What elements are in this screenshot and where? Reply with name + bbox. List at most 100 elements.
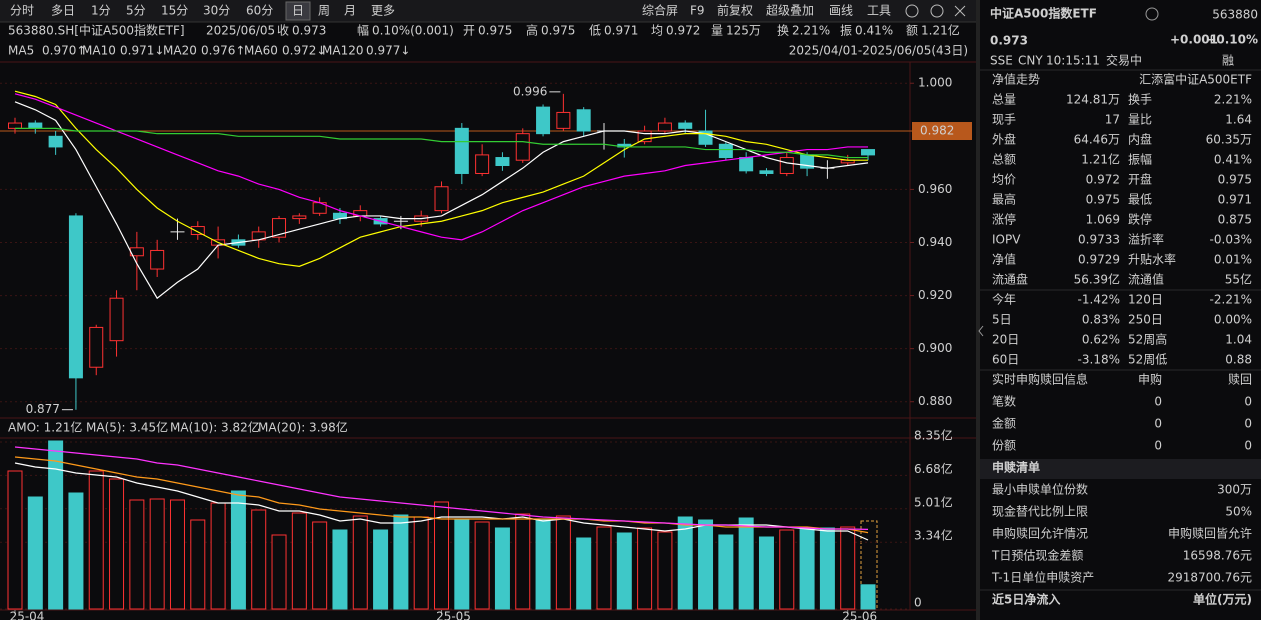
tab[interactable]: 1分 (91, 4, 111, 18)
field-value: 0.975 (478, 24, 512, 38)
row-label: 升贴水率 (1128, 252, 1176, 267)
tool-button[interactable]: 前复权 (717, 3, 753, 18)
panel-divider (976, 0, 980, 620)
tab-selected-bg[interactable] (285, 1, 311, 21)
y-tick-label: 0.920 (918, 288, 952, 302)
field-label: 换 (777, 24, 789, 38)
field-value: 1.21亿 (921, 23, 960, 38)
tool-button[interactable]: F9 (690, 4, 705, 18)
row-value: 0 (1154, 439, 1162, 453)
tab[interactable]: 月 (344, 4, 356, 18)
close-icon[interactable] (954, 5, 966, 17)
legend-name: MA60 (244, 44, 278, 58)
candle-body (657, 122, 672, 132)
tab[interactable]: 更多 (371, 4, 395, 18)
candle-body (576, 109, 591, 132)
candle-body (292, 215, 307, 220)
quote-pct: +0.10% (1206, 33, 1258, 47)
volume-bar (393, 514, 409, 610)
row-label: 250日 (1128, 313, 1163, 327)
quote-info-icon[interactable] (1145, 7, 1159, 21)
tab[interactable]: 多日 (51, 4, 75, 18)
volume-bar (698, 519, 714, 610)
row-value: -0.03% (1210, 233, 1252, 247)
row-value: 300万 (1217, 483, 1252, 497)
tab[interactable]: 日 (292, 4, 304, 18)
row-label: 申赎清单 (992, 460, 1040, 475)
volume-bar (434, 501, 450, 610)
volume-bar (840, 526, 856, 610)
row-value: 0.972 (1086, 173, 1120, 187)
field-value: 2.21% (792, 24, 830, 38)
row-label: 120日 (1128, 293, 1163, 307)
tab[interactable]: 分时 (10, 4, 34, 18)
volume-bar (48, 440, 64, 610)
tool-button[interactable]: 综合屏 (642, 3, 678, 18)
field-label: 量 (711, 24, 723, 38)
volume-bar (352, 515, 368, 610)
row-label: 涨停 (992, 212, 1016, 227)
row-label: 52周高 (1128, 332, 1167, 347)
tab[interactable]: 15分 (161, 4, 188, 18)
tab[interactable]: 周 (318, 4, 330, 18)
quote-price: 0.973 (990, 34, 1028, 48)
y-tick-label: 0.940 (918, 235, 952, 249)
field-label: 低 (589, 24, 601, 38)
volume-bar (129, 499, 145, 610)
row-label: T日预估现金差额 (991, 548, 1083, 563)
legend-value: 0.977↓ (366, 44, 410, 58)
row-value: 单位(万元) (1193, 592, 1252, 607)
candle-body (861, 149, 876, 156)
volume-bar (332, 529, 348, 610)
y-tick-label: 0.900 (918, 341, 952, 355)
row-value: -1.42% (1078, 293, 1120, 307)
field-label: 振 (840, 24, 852, 38)
row-label: 5日 (992, 313, 1012, 327)
row-value: 1.64 (1225, 113, 1252, 127)
volume-legend: MA(5): 3.45亿 (86, 420, 168, 435)
row-value: 0.975 (1086, 193, 1120, 207)
volume-bar (779, 529, 795, 610)
info-icon[interactable] (930, 4, 944, 18)
volume-bar (291, 512, 307, 610)
quote-status: 10:15:11 (1046, 54, 1100, 68)
row-label: 现金替代比例上限 (992, 504, 1088, 519)
row-value: 64.46万 (1074, 133, 1120, 147)
row-label: 均价 (992, 173, 1016, 187)
tab[interactable]: 5分 (126, 4, 146, 18)
price-marker-label: 0.982 (920, 124, 954, 138)
row-value: 2.21% (1214, 93, 1252, 107)
volume-bar (373, 529, 389, 610)
volume-bar (738, 517, 754, 610)
toolbar-bg (0, 0, 976, 22)
row-value: 0 (1244, 417, 1252, 431)
volume-bar (616, 532, 632, 610)
y-tick-label: 6.68亿 (914, 461, 953, 476)
tool-button[interactable]: 工具 (867, 4, 891, 18)
candle-body (434, 186, 449, 212)
ma-line (14, 101, 869, 300)
row-value: 1.21亿 (1081, 152, 1120, 167)
volume-bar (494, 527, 510, 610)
tool-button[interactable]: 超级叠加 (766, 3, 814, 18)
volume-bar (535, 518, 551, 610)
collapse-arrow[interactable] (978, 325, 984, 337)
volume-bar (454, 519, 470, 610)
volume-bar (169, 499, 185, 610)
row-label: 笔数 (992, 394, 1016, 409)
row-label: 总量 (992, 93, 1016, 107)
volume-ma-line (14, 456, 869, 534)
settings-icon[interactable] (905, 4, 919, 18)
y-tick-label: 1.000 (918, 76, 952, 90)
row-value: 0.9733 (1078, 233, 1120, 247)
row-value: 0.9729 (1078, 253, 1120, 267)
tool-button[interactable]: 画线 (829, 4, 853, 18)
row-label: 外盘 (992, 132, 1016, 147)
field-value: 0.41% (855, 24, 893, 38)
candle-body (536, 106, 551, 135)
tab[interactable]: 60分 (246, 4, 273, 18)
tab[interactable]: 30分 (203, 4, 230, 18)
row-value: 0.83% (1082, 313, 1120, 327)
row-value: 申购赎回皆允许 (1168, 526, 1252, 541)
date-range: 2025/04/01-2025/06/05(43日) (789, 44, 968, 58)
